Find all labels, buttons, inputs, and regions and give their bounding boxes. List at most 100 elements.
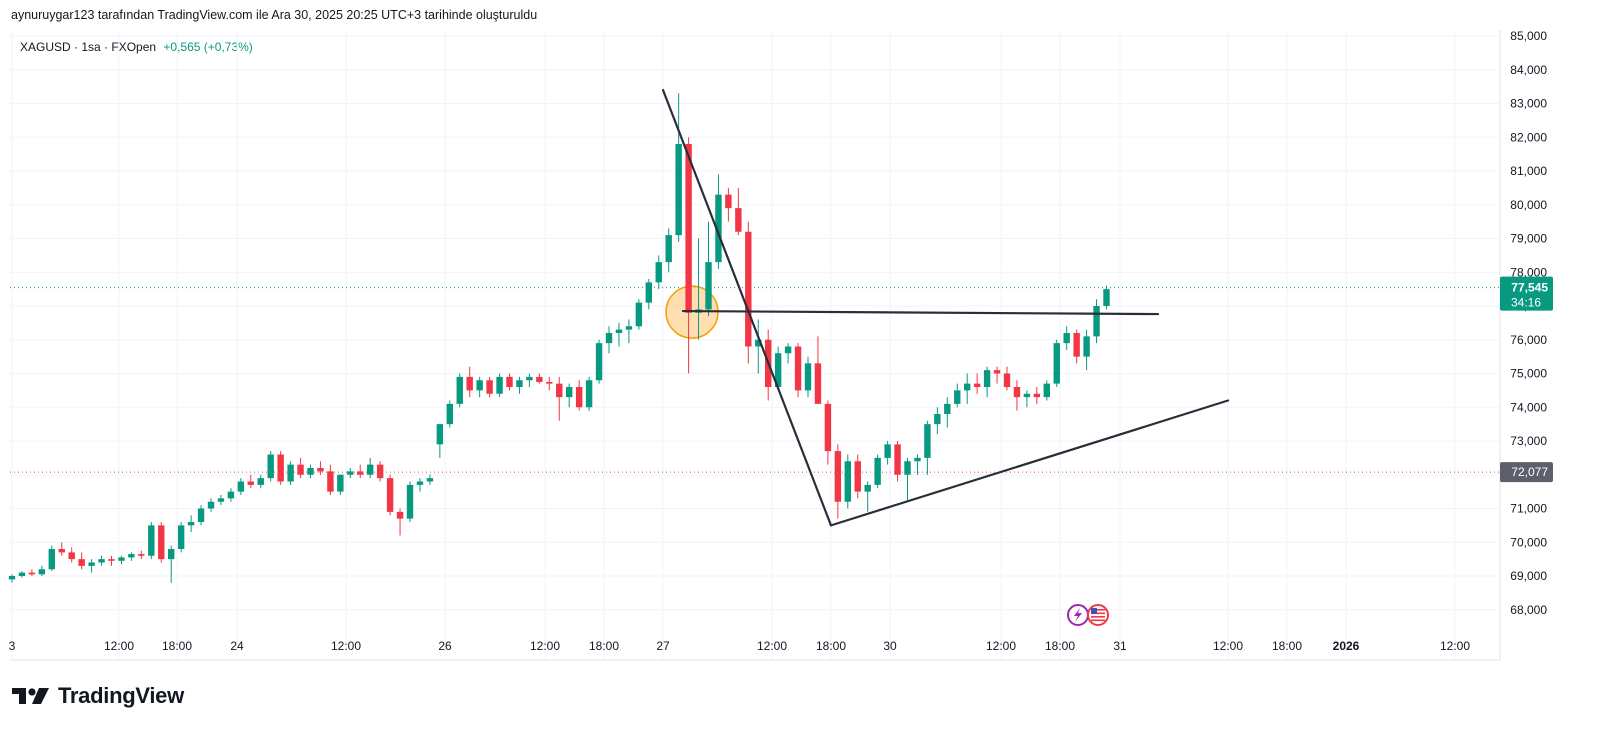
- candle: [894, 441, 901, 482]
- tradingview-wordmark: TradingView: [58, 683, 184, 708]
- svg-text:34:16: 34:16: [1511, 296, 1541, 310]
- candle: [108, 555, 115, 566]
- candle: [1053, 339, 1060, 387]
- candle: [118, 555, 125, 565]
- candle: [128, 552, 135, 561]
- price-tick-label: 68,000: [1510, 603, 1547, 617]
- candle: [983, 366, 991, 398]
- price-tick-label: 82,000: [1510, 130, 1547, 144]
- candle: [615, 322, 623, 347]
- candle: [665, 228, 672, 273]
- symbol-info[interactable]: XAGUSD · 1sa · FXOpen: [20, 40, 157, 54]
- candle: [98, 555, 105, 566]
- neckline[interactable]: [681, 309, 1160, 316]
- candle: [794, 343, 802, 398]
- candle: [715, 174, 722, 269]
- time-tick-label: 18:00: [589, 639, 619, 653]
- trend-line[interactable]: [829, 399, 1230, 527]
- us-flag-event-icon[interactable]: [1087, 604, 1109, 626]
- candle: [307, 464, 314, 479]
- time-tick-label: 12:00: [757, 639, 787, 653]
- candle: [28, 569, 36, 576]
- candle: [884, 441, 891, 465]
- candle: [735, 187, 742, 236]
- candle: [1043, 380, 1050, 401]
- price-tick-label: 81,000: [1510, 164, 1547, 178]
- candle: [168, 545, 175, 583]
- time-tick-label: 12:00: [104, 639, 134, 653]
- earnings-event-icon[interactable]: [1067, 604, 1089, 626]
- candle: [446, 400, 453, 428]
- candle: [158, 522, 165, 563]
- candle: [685, 137, 692, 374]
- time-axis: 3 12:00 18:00 24 12:00 26 12:00 18:00 27 12:00 18:…: [9, 639, 1471, 653]
- time-tick-label: 18:00: [162, 639, 192, 653]
- candle: [148, 522, 155, 560]
- time-tick-label: 3: [9, 639, 16, 653]
- candle: [1063, 326, 1070, 350]
- candle: [247, 474, 254, 489]
- price-tick-label: 83,000: [1510, 97, 1547, 111]
- candle: [257, 474, 264, 489]
- candle: [635, 299, 643, 330]
- price-tick-label: 79,000: [1510, 232, 1547, 246]
- candle: [347, 468, 354, 479]
- candle: [844, 454, 851, 509]
- candle: [1013, 380, 1021, 411]
- candle: [406, 481, 414, 522]
- candle: [625, 319, 633, 344]
- candle: [337, 474, 344, 495]
- candle: [207, 498, 215, 512]
- price-tick-label: 80,000: [1510, 198, 1547, 212]
- candle: [18, 570, 26, 578]
- time-tick-label: 24: [230, 639, 244, 653]
- candle: [705, 221, 712, 317]
- candle: [546, 376, 553, 391]
- price-tick-label: 73,000: [1510, 434, 1547, 448]
- time-tick-label: 26: [438, 639, 452, 653]
- candle: [1023, 390, 1031, 408]
- candle: [237, 478, 245, 495]
- candle: [854, 454, 861, 499]
- candle: [476, 376, 483, 398]
- candle: [1073, 329, 1080, 364]
- candle: [197, 505, 205, 526]
- symbol-legend[interactable]: XAGUSD · 1sa · FXOpen +0,565 (+0,73%): [20, 40, 253, 54]
- candle: [824, 400, 832, 465]
- trend-line[interactable]: [661, 88, 833, 527]
- price-tick-label: 84,000: [1510, 63, 1547, 77]
- time-tick-label: 12:00: [1213, 639, 1243, 653]
- candle: [874, 454, 881, 489]
- candle: [575, 380, 583, 411]
- candle: [48, 545, 55, 571]
- chart-attribution: aynuruygar123 tarafından TradingView.com…: [11, 8, 538, 22]
- price-tick-label: 78,000: [1510, 265, 1547, 279]
- candle: [58, 542, 65, 556]
- candle: [804, 356, 812, 398]
- candle: [8, 574, 16, 583]
- candle: [556, 376, 563, 421]
- candle: [78, 552, 85, 570]
- price-tick-label: 71,000: [1510, 502, 1547, 516]
- candle: [774, 346, 782, 391]
- time-tick-label: 18:00: [1045, 639, 1075, 653]
- candle: [1093, 299, 1100, 344]
- price-tick-label: 69,000: [1510, 569, 1547, 583]
- candle: [436, 424, 444, 458]
- candle: [297, 457, 304, 479]
- candle: [416, 478, 424, 492]
- tradingview-logo[interactable]: TradingView: [12, 683, 184, 709]
- candle: [466, 366, 473, 398]
- svg-text:77,545: 77,545: [1511, 281, 1548, 295]
- candle: [138, 550, 145, 560]
- candle: [1083, 329, 1090, 371]
- candle: [645, 279, 652, 310]
- candle: [834, 444, 842, 519]
- price-tick-label: 74,000: [1510, 400, 1547, 414]
- candle: [187, 515, 195, 533]
- candle: [944, 397, 951, 428]
- candle: [317, 461, 324, 475]
